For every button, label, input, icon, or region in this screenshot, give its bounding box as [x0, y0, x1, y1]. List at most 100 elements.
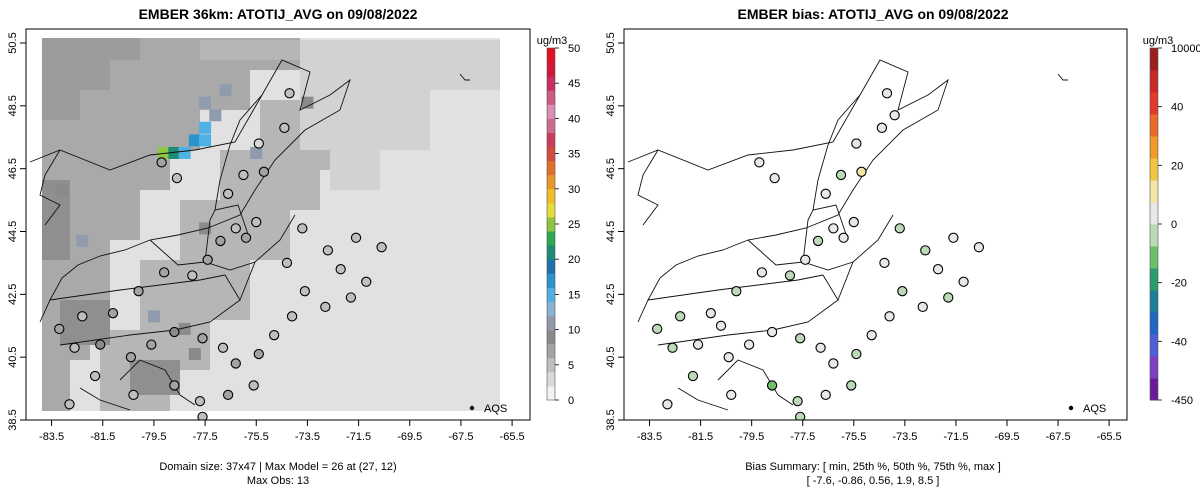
colorbar-tick-label: 35: [568, 149, 580, 161]
observation-point: [197, 333, 208, 344]
bias-point: [766, 326, 778, 338]
colorbar-tick-label: 15: [568, 289, 580, 301]
coastline-new-england: [822, 214, 894, 302]
grid-cell: [147, 310, 160, 323]
y-tick-label: 50.5: [605, 32, 617, 53]
grid-cell: [199, 96, 212, 109]
observation-point: [376, 242, 387, 253]
y-tick-label: 42.5: [7, 284, 19, 305]
observation-point: [77, 311, 88, 322]
colorbar-segment: [547, 343, 555, 359]
observation-point: [156, 157, 167, 168]
x-tick-label: -67.5: [1046, 431, 1071, 443]
colorbar-segment: [547, 90, 555, 105]
model-map-area: [29, 38, 500, 420]
observation-sites: [54, 88, 387, 420]
observation-point: [253, 348, 264, 360]
colorbar-tick-label: -40: [1171, 336, 1187, 348]
colorbar-segment: [547, 301, 555, 317]
bias-sites: [652, 88, 985, 420]
colorbar-segment: [1150, 136, 1158, 159]
observation-point: [297, 223, 308, 234]
colorbar-segment: [547, 62, 555, 77]
y-tick-label: 44.5: [605, 221, 617, 242]
observation-point: [350, 232, 362, 243]
colorbar-segment: [1150, 92, 1158, 115]
bias-point: [838, 232, 849, 243]
observation-point: [286, 311, 298, 322]
bias-point: [828, 223, 839, 234]
x-tick-label: -77.5: [193, 431, 218, 443]
bias-point: [897, 286, 908, 297]
colorbar-tick-label: 40: [1171, 102, 1183, 114]
grid-cell: [250, 146, 263, 159]
bias-point: [743, 339, 755, 350]
grid-cell: [55, 184, 68, 197]
bias-point: [792, 395, 803, 407]
observation-point: [125, 352, 137, 363]
grid-cell: [178, 322, 191, 335]
bias-point: [948, 232, 959, 243]
bias-y-axis: 38.5 40.5 42.5 44.5 46.5 48.5 50.5: [605, 32, 624, 431]
border-wv-va: [79, 387, 131, 411]
colorbar-tick-label: 0: [1171, 219, 1177, 231]
x-tick-label: -77.5: [790, 431, 815, 443]
colorbar-segment: [547, 76, 555, 91]
bias-point: [731, 286, 742, 297]
great-lakes-shore: [39, 149, 61, 226]
bias-point: [846, 380, 857, 391]
colorbar-segment: [1150, 290, 1158, 313]
bias-point: [856, 166, 867, 177]
bias-point: [876, 122, 888, 133]
observation-point: [222, 389, 234, 401]
land-raster-region: [42, 38, 300, 411]
observation-point: [335, 264, 346, 275]
observation-point: [64, 399, 75, 410]
x-tick-label: -65.5: [1097, 431, 1122, 443]
border-quebec-maine: [214, 94, 263, 211]
y-tick-label: 48.5: [605, 95, 617, 116]
colorbar-segment: [1150, 114, 1158, 137]
colorbar-tick-label: 40: [568, 113, 580, 125]
observation-point: [361, 276, 372, 287]
great-lakes-shore: [637, 149, 659, 226]
colorbar-segment: [1150, 70, 1158, 93]
observation-point: [69, 342, 80, 353]
observation-point: [197, 411, 208, 420]
bias-point: [958, 276, 969, 287]
grid-cell: [199, 134, 212, 147]
bias-point: [756, 267, 768, 278]
coastline-north: [627, 59, 949, 323]
colorbar-tick-label: 10: [568, 325, 580, 337]
observation-point: [299, 286, 311, 297]
bias-colorbar: [1149, 47, 1159, 401]
bias-point: [894, 223, 905, 234]
grid-cell: [188, 348, 201, 361]
observation-point: [345, 292, 357, 303]
bias-map-area: [627, 59, 1068, 420]
bias-point: [766, 380, 778, 391]
colorbar-tick-label: -450: [1171, 395, 1193, 407]
bias-point: [835, 169, 847, 181]
colorbar-segment: [1150, 312, 1158, 335]
observation-point: [253, 138, 264, 149]
colorbar-segment: [1150, 48, 1158, 71]
bias-panel-title: EMBER bias: ATOTIJ_AVG on 09/08/2022: [737, 6, 1008, 22]
legend-marker: [1068, 405, 1074, 411]
y-tick-label: 40.5: [7, 346, 19, 367]
x-tick-label: -81.5: [90, 431, 115, 443]
colorbar-tick-label: 25: [568, 219, 580, 231]
colorbar-segment: [547, 216, 555, 232]
y-tick-label: 46.5: [7, 158, 19, 179]
colorbar-segment: [547, 132, 555, 148]
colorbar-tick-label: 50: [568, 43, 580, 55]
bias-point: [920, 245, 931, 256]
y-tick-label: 50.5: [7, 32, 19, 53]
colorbar-tick-label: 5: [568, 360, 574, 372]
border-pa-md: [657, 299, 839, 346]
colorbar-segment: [1150, 224, 1158, 247]
bias-colorbar-unit: ug/m3: [1143, 35, 1174, 47]
colorbar-segment: [547, 357, 555, 373]
bias-plot-frame: [623, 28, 1128, 421]
observation-point: [238, 169, 249, 181]
